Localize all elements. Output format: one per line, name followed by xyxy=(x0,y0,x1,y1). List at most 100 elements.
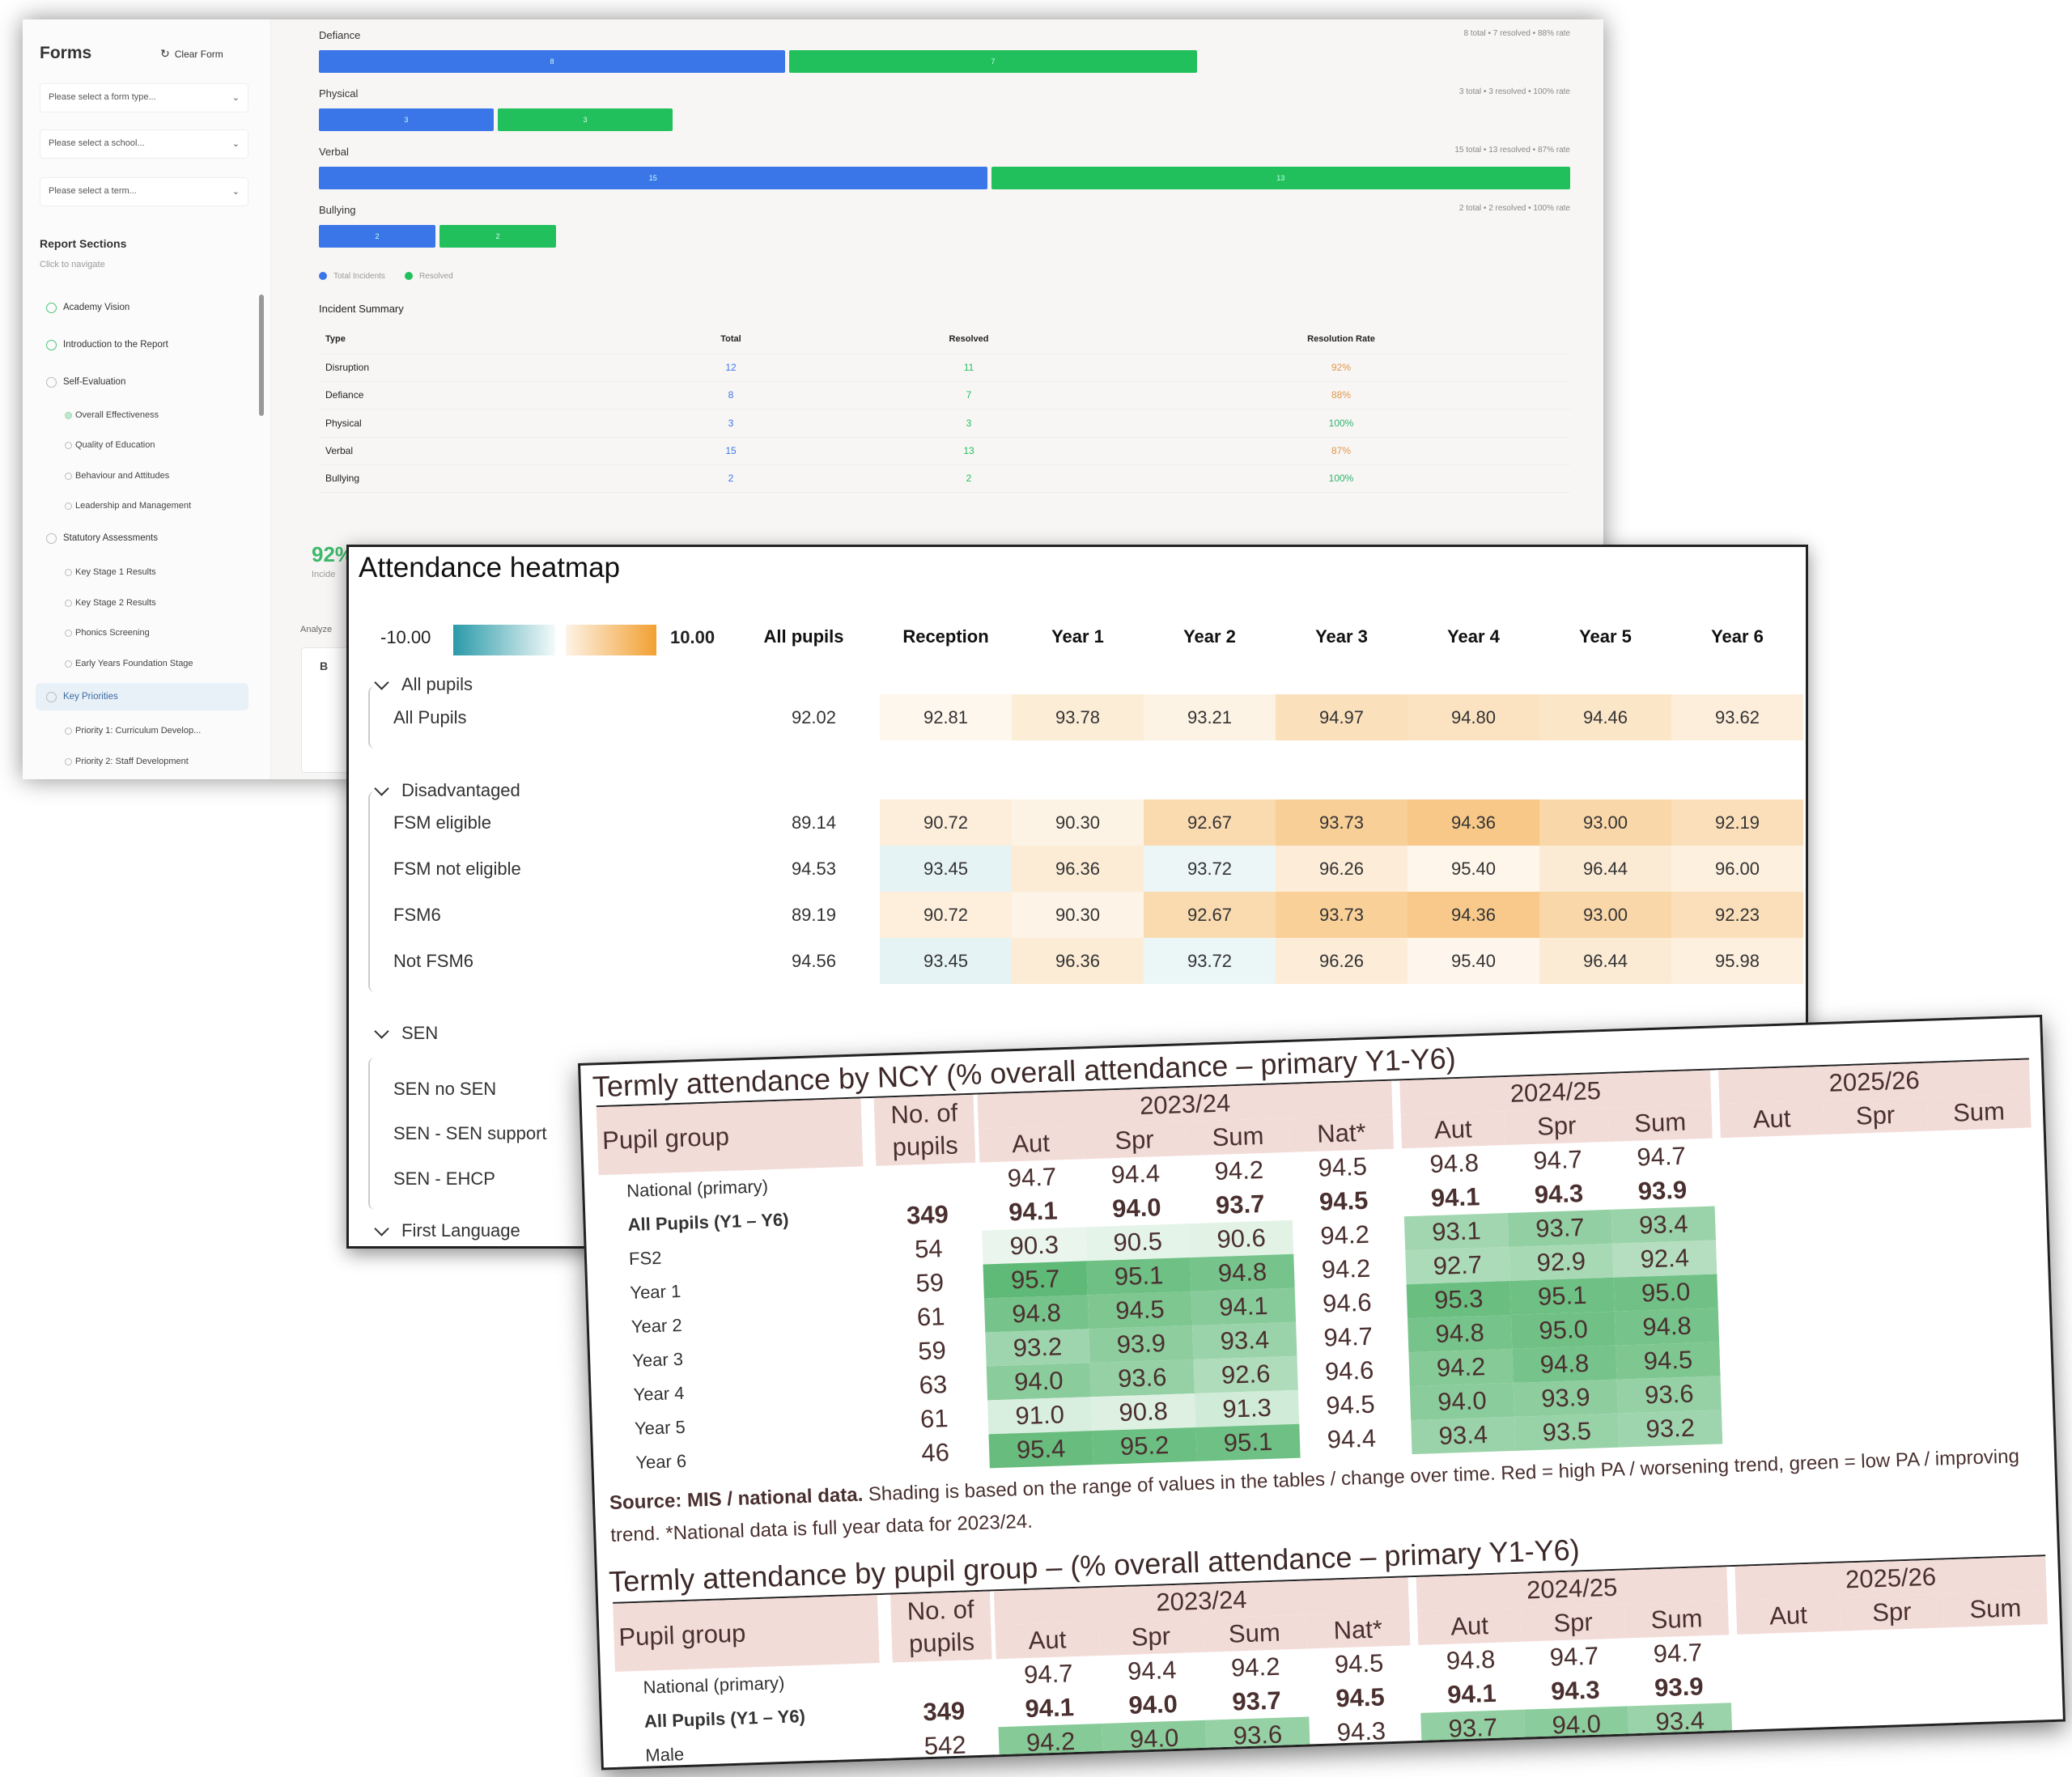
header-term: Aut xyxy=(978,1125,1084,1163)
heatmap-cell[interactable]: 95.40 xyxy=(1408,846,1539,892)
sidebar-item-label: Key Stage 2 Results xyxy=(75,598,156,608)
scrollbar-thumb[interactable] xyxy=(259,295,264,416)
heatmap-cell[interactable]: 93.73 xyxy=(1276,892,1408,938)
bar-resolved[interactable]: 7 xyxy=(789,50,1197,73)
heatmap-cell[interactable]: 93.45 xyxy=(880,846,1012,892)
sidebar-item-priority-1-curriculum-develop-[interactable]: Priority 1: Curriculum Develop... xyxy=(36,717,248,744)
heatmap-cell[interactable]: 95.98 xyxy=(1671,938,1803,984)
sidebar-item-key-priorities[interactable]: Key Priorities xyxy=(36,683,248,710)
sidebar-item-behaviour-and-attitudes[interactable]: Behaviour and Attitudes xyxy=(36,462,248,490)
group-toggle-all-pupils[interactable]: All pupils xyxy=(372,674,473,695)
incident-resolved: 2 xyxy=(966,473,972,485)
heatmap-row: SEN - SEN support xyxy=(372,1110,1808,1156)
bar-resolved[interactable]: 13 xyxy=(991,167,1570,189)
row-pupil-group: All Pupils (Y1 – Y6) xyxy=(643,1706,806,1732)
spacer xyxy=(867,1301,882,1337)
sidebar-item-key-stage-2-results[interactable]: Key Stage 2 Results xyxy=(36,589,248,617)
bold-button[interactable]: B xyxy=(320,659,329,672)
heatmap-cell[interactable]: 92.23 xyxy=(1671,892,1803,938)
heatmap-cell[interactable]: 93.45 xyxy=(880,938,1012,984)
value-cell: 93.7 xyxy=(1215,1189,1265,1219)
value-cell: 94.2 xyxy=(998,1723,1103,1762)
bar-resolved[interactable]: 2 xyxy=(439,225,556,248)
sidebar-scrollbar[interactable] xyxy=(259,286,264,772)
bar-summary-bullying: 2 total • 2 resolved • 100% rate xyxy=(1458,204,1570,213)
heatmap-cell[interactable]: 93.62 xyxy=(1671,694,1803,740)
sidebar-item-overall-effectiveness[interactable]: Overall Effectiveness xyxy=(36,401,248,429)
bar-resolved[interactable]: 3 xyxy=(498,108,673,131)
sidebar-item-key-stage-1-results[interactable]: Key Stage 1 Results xyxy=(36,558,248,586)
heatmap-cell[interactable]: 93.00 xyxy=(1539,892,1671,938)
heatmap-cell[interactable]: 96.44 xyxy=(1539,938,1671,984)
empty-cell xyxy=(1739,1665,1843,1703)
incident-type: Physical xyxy=(325,417,362,429)
empty-cell xyxy=(1937,1399,2041,1436)
heatmap-cell[interactable]: 90.30 xyxy=(1012,799,1144,846)
spacer xyxy=(863,1165,877,1201)
sidebar-item-self-evaluation[interactable]: Self-Evaluation xyxy=(36,368,248,396)
heatmap-cell[interactable]: 92.81 xyxy=(880,694,1012,740)
sidebar-item-introduction-to-the-report[interactable]: Introduction to the Report xyxy=(36,331,248,358)
heatmap-cell[interactable]: 96.36 xyxy=(1012,846,1144,892)
heatmap-cell[interactable]: 94.97 xyxy=(1276,694,1408,740)
bar-total[interactable]: 3 xyxy=(319,108,494,131)
sidebar-item-priority-2-staff-development[interactable]: Priority 2: Staff Development xyxy=(36,748,248,775)
value-cell: 94.6 xyxy=(1322,1287,1373,1318)
value-cell: 94.1 xyxy=(1430,1182,1480,1213)
heatmap-cell[interactable]: 90.30 xyxy=(1012,892,1144,938)
bar-total[interactable]: 15 xyxy=(319,167,987,189)
chevron-down-icon xyxy=(374,780,389,796)
group-toggle-disadvantaged[interactable]: Disadvantaged xyxy=(372,780,520,801)
select-2[interactable]: Please select a term... ⌄ xyxy=(40,177,248,206)
heatmap-cell[interactable]: 93.21 xyxy=(1144,694,1276,740)
sidebar-item-early-years-foundation-stage[interactable]: Early Years Foundation Stage xyxy=(36,650,248,677)
heatmap-cell[interactable]: 93.72 xyxy=(1144,846,1276,892)
bar-row-verbal: 15 13 xyxy=(319,167,1570,189)
heatmap-cell[interactable]: 90.72 xyxy=(880,892,1012,938)
spacer xyxy=(879,1662,894,1698)
bar-total[interactable]: 2 xyxy=(319,225,435,248)
empty-cell xyxy=(1832,1369,1937,1406)
header-term: Nat* xyxy=(1306,1611,1411,1649)
heatmap-cell[interactable]: 96.36 xyxy=(1012,938,1144,984)
clear-form-button[interactable]: ↻ Clear Form xyxy=(160,47,223,61)
heatmap-cell[interactable]: 90.72 xyxy=(880,799,1012,846)
heatmap-cell[interactable]: 96.26 xyxy=(1276,846,1408,892)
heatmap-cell[interactable]: 96.00 xyxy=(1671,846,1803,892)
sidebar-item-academy-vision[interactable]: Academy Vision xyxy=(36,294,248,321)
group-toggle-sen[interactable]: SEN xyxy=(372,1023,438,1044)
heatmap-cell[interactable]: 96.26 xyxy=(1276,938,1408,984)
heatmap-cell[interactable]: 95.40 xyxy=(1408,938,1539,984)
circle-icon xyxy=(65,727,72,735)
bar-total[interactable]: 8 xyxy=(319,50,785,73)
heatmap-cell[interactable]: 92.67 xyxy=(1144,892,1276,938)
heatmap-cell[interactable]: 94.36 xyxy=(1408,799,1539,846)
heatmap-cell[interactable]: 93.72 xyxy=(1144,938,1276,984)
heatmap-cell[interactable]: 93.00 xyxy=(1539,799,1671,846)
empty-cell xyxy=(1726,1304,1831,1342)
value-cell: 94.8 xyxy=(1429,1148,1480,1179)
heatmap-cell[interactable]: 94.36 xyxy=(1408,892,1539,938)
column-header-year-6: Year 6 xyxy=(1711,626,1764,647)
heatmap-cell[interactable]: 93.78 xyxy=(1012,694,1144,740)
sidebar-item-leadership-and-management[interactable]: Leadership and Management xyxy=(36,492,248,520)
heatmap-cell[interactable]: 92.19 xyxy=(1671,799,1803,846)
scale-positive-gradient xyxy=(566,625,656,655)
value-cell: 94.7 xyxy=(1653,1638,1703,1669)
select-1[interactable]: Please select a school... ⌄ xyxy=(40,129,248,159)
sidebar-item-phonics-screening[interactable]: Phonics Screening xyxy=(36,619,248,647)
column-header: Total xyxy=(720,334,741,344)
group-toggle-first-language[interactable]: First Language xyxy=(372,1220,520,1241)
sidebar-item-statutory-assessments[interactable]: Statutory Assessments xyxy=(36,524,248,552)
heatmap-cell[interactable]: 93.73 xyxy=(1276,799,1408,846)
heatmap-cell[interactable]: 94.80 xyxy=(1408,694,1539,740)
header-term: Spr xyxy=(1081,1122,1187,1160)
value-cell: 94.2 xyxy=(1408,1348,1514,1387)
heatmap-cell[interactable]: 92.67 xyxy=(1144,799,1276,846)
sidebar-item-quality-of-education[interactable]: Quality of Education xyxy=(36,431,248,459)
heatmap-cell[interactable]: 94.46 xyxy=(1539,694,1671,740)
heatmap-cell[interactable]: 96.44 xyxy=(1539,846,1671,892)
empty-cell xyxy=(1944,1624,2049,1661)
value-cell: 93.7 xyxy=(1231,1686,1282,1716)
select-0[interactable]: Please select a form type... ⌄ xyxy=(40,83,248,112)
